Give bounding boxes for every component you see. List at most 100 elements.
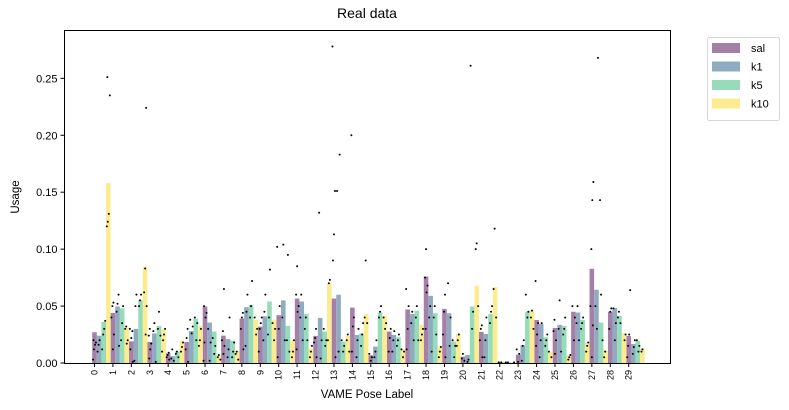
point-sal-11: [295, 293, 298, 296]
bar-sal-22: [497, 362, 503, 363]
point-k10-0: [106, 220, 109, 223]
x-axis-label: VAME Pose Label: [321, 389, 413, 401]
point-sal-18: [424, 327, 427, 330]
point-sal-25: [553, 318, 556, 321]
bar-k10-14: [363, 314, 369, 363]
point-k1-26: [578, 339, 581, 342]
bar-k5-16: [396, 337, 401, 363]
point-k1-24: [539, 339, 542, 342]
legend-label-k1: k1: [751, 62, 763, 74]
bar-sal-25: [552, 327, 558, 363]
point-sal-19: [442, 310, 445, 313]
point-sal-6: [202, 359, 205, 362]
point-sal-5: [187, 360, 190, 363]
bar-sal-2: [129, 341, 134, 363]
point-k10-17: [419, 339, 422, 342]
point-sal-26: [573, 316, 576, 319]
x-tick-label: 6: [200, 370, 210, 375]
point-sal-7: [223, 344, 226, 347]
point-sal-19: [444, 356, 447, 359]
bar-sal-15: [368, 355, 374, 363]
bar-k10-8: [253, 319, 258, 363]
point-k1-10: [282, 243, 285, 246]
point-k10-15: [382, 316, 385, 319]
legend-label-k5: k5: [751, 80, 763, 92]
point-sal-23: [515, 348, 518, 351]
point-k5-21: [489, 322, 492, 325]
point-sal-2: [131, 360, 134, 363]
x-tick-label: 16: [384, 370, 394, 380]
point-k10-1: [126, 339, 129, 342]
bar-k1-12: [317, 317, 323, 363]
bar-k5-20: [469, 306, 475, 363]
point-k10-11: [310, 344, 313, 347]
point-k5-10: [286, 253, 289, 256]
bar-sal-28: [607, 311, 613, 363]
bar-k10-26: [584, 342, 590, 363]
point-sal-22: [500, 361, 503, 364]
bar-sal-14: [350, 307, 355, 363]
bar-k1-21: [483, 333, 489, 363]
bar-k10-12: [327, 283, 332, 363]
point-sal-5: [185, 336, 188, 339]
point-k1-28: [614, 322, 617, 325]
bar-k10-6: [216, 355, 222, 363]
point-sal-24: [537, 322, 540, 325]
bar-sal-5: [184, 341, 189, 363]
point-sal-8: [240, 316, 243, 319]
bar-k1-17: [409, 314, 415, 363]
point-k1-23: [522, 339, 525, 342]
point-k10-2: [143, 291, 146, 294]
point-k5-25: [564, 316, 567, 319]
point-k10-0: [105, 225, 108, 228]
point-sal-29: [626, 356, 629, 359]
point-sal-3: [147, 334, 150, 337]
point-k5-2: [138, 305, 141, 308]
point-k10-21: [495, 316, 498, 319]
point-k1-13: [336, 190, 339, 193]
point-k1-1: [116, 302, 119, 305]
x-tick-label: 10: [274, 370, 284, 380]
legend-swatch-k1: [712, 61, 740, 72]
point-k1-5: [191, 325, 194, 328]
x-tick-label: 0: [90, 370, 100, 375]
bar-k1-11: [299, 301, 305, 363]
point-k5-16: [397, 333, 400, 336]
point-sal-27: [591, 199, 594, 202]
point-k1-20: [466, 360, 469, 363]
bar-k5-22: [506, 362, 512, 363]
point-k1-2: [133, 359, 136, 362]
x-tick-label: 23: [513, 370, 523, 380]
point-k1-29: [633, 339, 636, 342]
point-k1-6: [207, 327, 210, 330]
point-sal-18: [426, 284, 429, 287]
point-sal-12: [313, 341, 316, 344]
y-tick-label: 0.20: [36, 130, 57, 142]
point-sal-11: [296, 310, 299, 313]
point-k1-15: [375, 339, 378, 342]
point-sal-27: [590, 248, 593, 251]
bar-k1-19: [446, 313, 452, 363]
point-k1-11: [299, 316, 302, 319]
point-k1-23: [520, 359, 523, 362]
point-k1-7: [228, 316, 231, 319]
point-k5-0: [101, 348, 104, 351]
point-k5-7: [232, 350, 235, 353]
point-sal-17: [405, 348, 408, 351]
point-sal-24: [536, 333, 539, 336]
point-k10-28: [623, 339, 626, 342]
point-k10-7: [237, 358, 240, 361]
point-k5-5: [193, 316, 196, 319]
point-k1-5: [190, 332, 193, 335]
bar-sal-26: [571, 311, 576, 363]
point-sal-5: [184, 348, 187, 351]
point-k1-9: [262, 339, 265, 342]
point-sal-13: [331, 45, 334, 48]
bar-k10-29: [640, 348, 645, 363]
x-tick-label: 29: [624, 370, 634, 380]
point-sal-1: [110, 316, 113, 319]
point-sal-28: [610, 307, 613, 310]
point-sal-14: [350, 134, 353, 137]
point-k1-21: [483, 356, 486, 359]
point-k1-16: [391, 350, 394, 353]
